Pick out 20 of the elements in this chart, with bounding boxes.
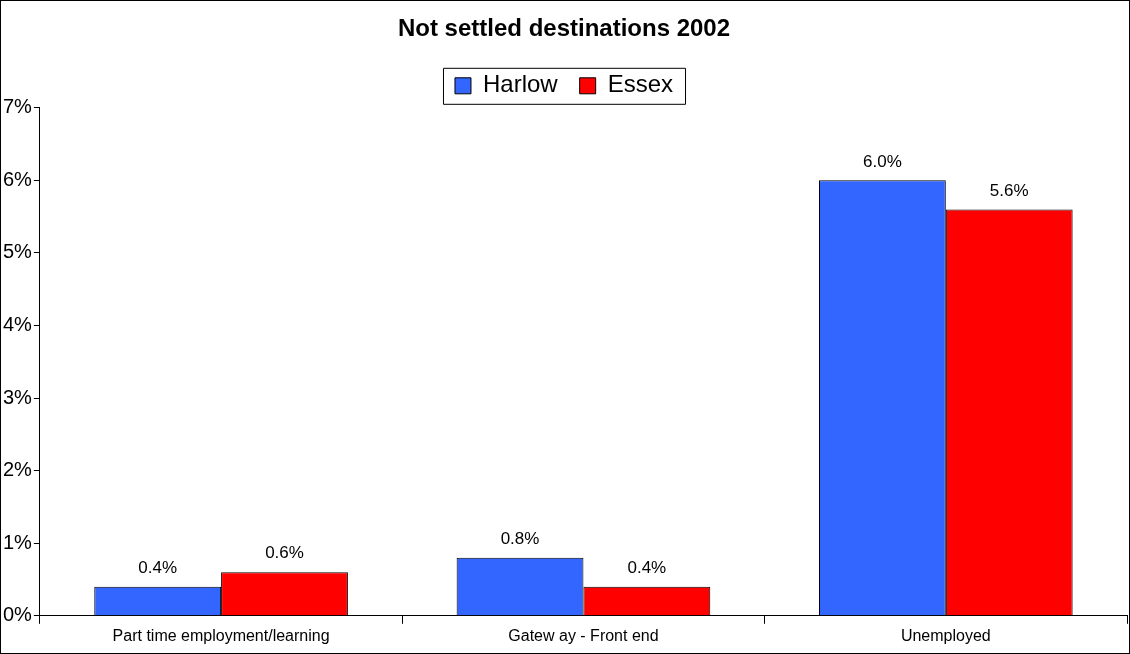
y-tick-label: 7% bbox=[3, 95, 33, 118]
y-tick-label: 5% bbox=[3, 240, 33, 263]
x-tick-label: Gatew ay - Front end bbox=[508, 626, 659, 644]
data-label: 0.8% bbox=[500, 528, 540, 548]
legend-label: Essex bbox=[607, 70, 674, 98]
y-tick-label: 1% bbox=[3, 530, 33, 553]
chart-title: Not settled destinations 2002 bbox=[397, 14, 731, 42]
data-label: 0.4% bbox=[627, 557, 667, 577]
x-tick-label: Part time employment/learning bbox=[112, 626, 330, 644]
data-label: 6.0% bbox=[863, 151, 902, 171]
data-label: 5.6% bbox=[989, 180, 1029, 200]
legend-label: Harlow bbox=[482, 70, 559, 98]
y-tick-label: 2% bbox=[3, 458, 33, 481]
data-label: 0.4% bbox=[138, 557, 178, 577]
y-tick-label: 0% bbox=[3, 603, 33, 626]
x-tick-label: Unemployed bbox=[900, 626, 991, 644]
y-tick-label: 4% bbox=[3, 313, 33, 336]
y-tick-label: 6% bbox=[3, 167, 33, 190]
y-tick-label: 3% bbox=[3, 385, 33, 408]
data-label: 0.6% bbox=[265, 543, 304, 563]
